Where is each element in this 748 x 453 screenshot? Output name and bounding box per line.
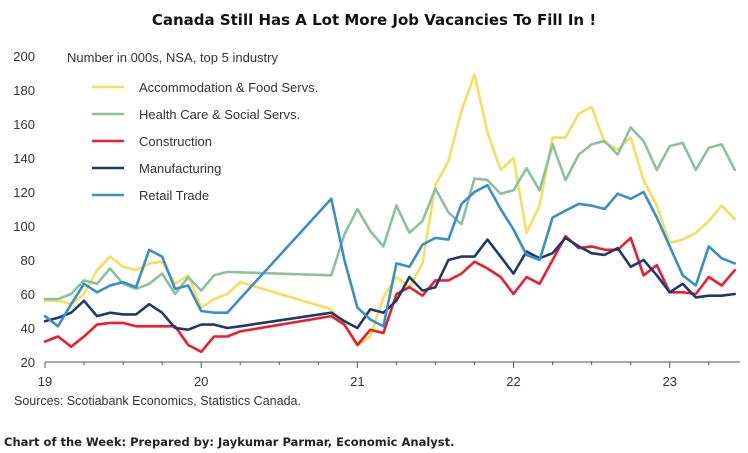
y-tick-label: 200 [13,49,35,64]
x-tick-label: 23 [662,374,676,389]
x-tick-label: 21 [350,374,364,389]
legend-label: Construction [139,134,212,149]
y-tick-label: 20 [21,355,35,370]
y-tick-label: 120 [13,185,35,200]
series-line-retail-trade [43,183,737,328]
footer-credit: Chart of the Week: Prepared by: Jaykumar… [4,435,455,449]
y-tick-label: 80 [21,253,35,268]
x-tick-label: 22 [506,374,520,389]
x-tick-label: 19 [38,374,52,389]
legend-label: Retail Trade [139,188,209,203]
series-line-manufacturing [43,236,737,332]
y-tick-label: 60 [21,287,35,302]
series-line-accommodation-food-servs [43,73,737,347]
y-tick-label: 40 [21,321,35,336]
y-tick-label: 180 [13,83,35,98]
y-tick-label: 140 [13,151,35,166]
legend-label: Accommodation & Food Servs. [139,80,318,95]
chart-subtitle: Number in 000s, NSA, top 5 industry [67,50,278,65]
y-tick-label: 160 [13,117,35,132]
chart-title: Canada Still Has A Lot More Job Vacancie… [152,11,596,29]
legend: Accommodation & Food Servs. Health Care &… [92,80,318,203]
series-line-health-care-social-servs [43,126,737,301]
legend-label: Manufacturing [139,161,221,176]
series-lines [43,73,737,354]
x-tick-label: 20 [194,374,208,389]
y-tick-label: 100 [13,219,35,234]
source-note: Sources: Scotiabank Economics, Statistic… [14,394,301,408]
legend-label: Health Care & Social Servs. [139,107,300,122]
